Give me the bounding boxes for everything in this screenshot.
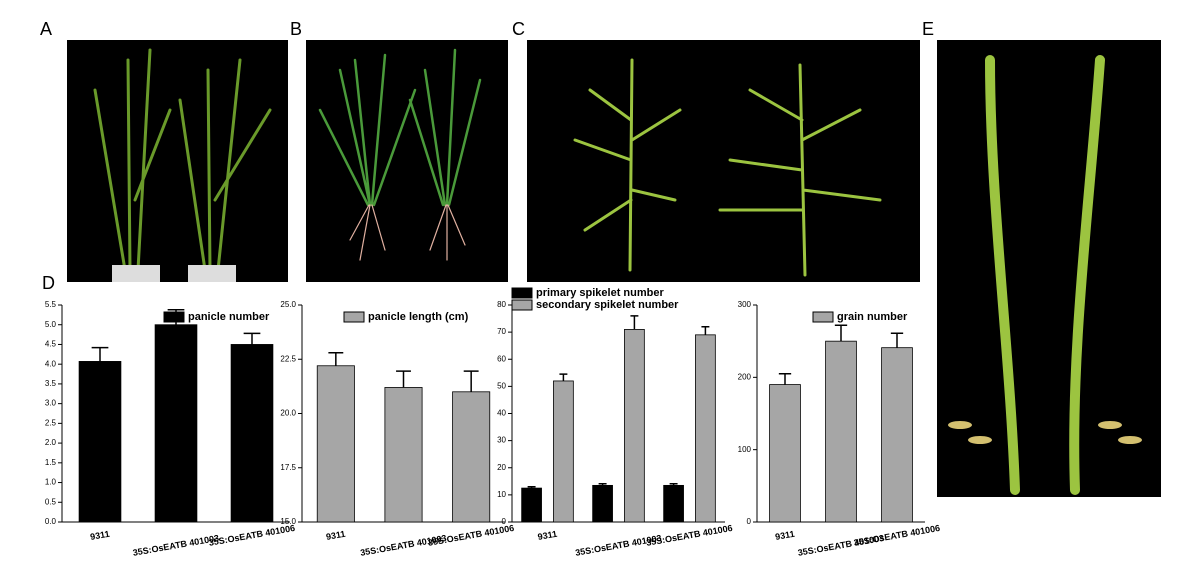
y-tick-label: 2.0: [45, 438, 57, 447]
y-tick-label: 0: [502, 517, 507, 526]
legend-swatch: [812, 311, 834, 323]
y-tick-label: 20.0: [280, 409, 296, 418]
bar: [695, 334, 716, 523]
error-bar: [598, 483, 607, 486]
x-tick-label: 35S:OsEATB 401006: [645, 523, 733, 548]
x-tick-label: 9311: [537, 529, 558, 542]
x-tick-label: 9311: [325, 529, 346, 542]
x-tick-label: 35S:OsEATB 401006: [208, 523, 296, 548]
y-tick-label: 0: [747, 517, 752, 526]
legend-swatch: [163, 311, 185, 323]
y-tick-label: 100: [738, 445, 752, 454]
panel-label: A: [40, 19, 52, 39]
error-bar: [630, 315, 639, 330]
pot: [188, 265, 236, 282]
error-bar: [559, 373, 568, 381]
error-bar: [328, 351, 344, 366]
y-tick-label: 4.0: [45, 359, 57, 368]
y-tick-label: 25.0: [280, 300, 296, 309]
legend-swatch: [343, 311, 365, 323]
y-tick-label: 0.0: [45, 517, 57, 526]
y-tick-label: 4.5: [45, 340, 57, 349]
y-tick-label: 1.0: [45, 478, 57, 487]
x-tick-label: 9311: [89, 529, 110, 542]
y-tick-label: 3.5: [45, 379, 57, 388]
x-tick-label: 9311: [774, 529, 795, 542]
legend-label: secondary spikelet number: [536, 299, 679, 311]
y-tick-label: 20: [497, 463, 506, 472]
y-tick-label: 0.5: [45, 497, 57, 506]
photo-c: [527, 40, 920, 282]
error-bar: [669, 483, 678, 486]
error-bar: [834, 324, 848, 342]
y-tick-label: 40: [497, 409, 506, 418]
bar: [624, 329, 645, 523]
y-tick-label: 22.5: [280, 354, 296, 363]
y-tick-label: 200: [738, 372, 752, 381]
error-bar: [396, 370, 411, 388]
error-bar: [91, 346, 109, 362]
y-tick-label: 80: [497, 300, 506, 309]
y-tick-label: 3.0: [45, 399, 57, 408]
error-bar: [890, 332, 904, 348]
legend-label: primary spikelet number: [536, 287, 664, 299]
legend-label: panicle number: [188, 311, 270, 323]
legend-label: panicle length (cm): [368, 311, 469, 323]
y-tick-label: 60: [497, 354, 506, 363]
legend-swatch: [511, 299, 533, 311]
photo-e: [937, 40, 1161, 497]
panel-label: E: [922, 19, 934, 39]
bar: [154, 324, 198, 523]
error-bar: [527, 485, 536, 489]
y-tick-label: 1.5: [45, 458, 57, 467]
bar: [230, 344, 274, 523]
bar: [384, 387, 423, 523]
bar: [825, 340, 857, 523]
legend-swatch: [511, 287, 533, 299]
x-tick-label: 35S:OsEATB 401006: [853, 523, 941, 548]
error-bar: [463, 370, 479, 392]
error-bar: [243, 332, 261, 345]
bar: [592, 484, 613, 523]
panel-label: C: [512, 19, 525, 39]
bar: [663, 484, 684, 523]
bar: [521, 487, 542, 523]
photos: [67, 40, 1161, 497]
y-tick-label: 10: [497, 490, 506, 499]
error-bar: [701, 325, 710, 335]
legend-label: grain number: [837, 311, 908, 323]
bar: [881, 347, 913, 523]
bar: [553, 380, 574, 523]
pot: [112, 265, 160, 282]
y-tick-label: 30: [497, 436, 506, 445]
photo-a: [67, 40, 288, 282]
y-tick-label: 5.0: [45, 320, 57, 329]
y-tick-label: 70: [497, 327, 506, 336]
bar: [78, 361, 122, 523]
panel-label: D: [42, 273, 55, 293]
y-tick-label: 300: [738, 300, 752, 309]
x-tick-label: 35S:OsEATB 401003: [132, 533, 220, 558]
error-bar: [778, 372, 792, 385]
bar: [769, 384, 801, 523]
y-tick-label: 17.5: [280, 463, 296, 472]
panel-label: B: [290, 19, 302, 39]
photo-b: [306, 40, 508, 282]
y-tick-label: 5.5: [45, 300, 57, 309]
y-tick-label: 50: [497, 381, 506, 390]
x-tick-label: 35S:OsEATB 401006: [427, 523, 515, 548]
bar: [452, 391, 491, 523]
y-tick-label: 15.0: [280, 517, 296, 526]
y-tick-label: 2.5: [45, 418, 57, 427]
bar: [316, 365, 355, 523]
